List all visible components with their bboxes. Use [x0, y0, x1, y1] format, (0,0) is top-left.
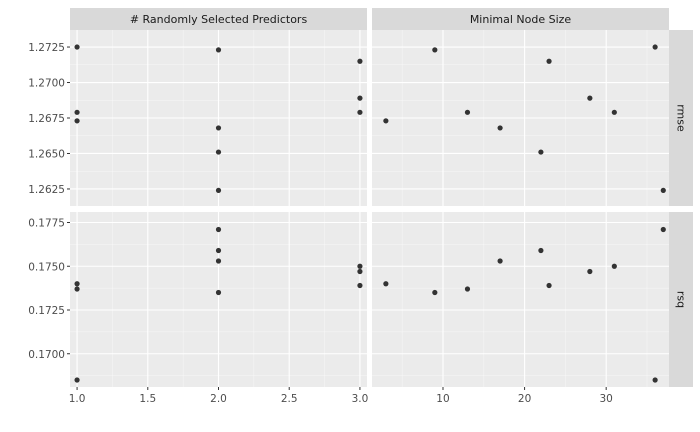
data-point: [215, 47, 222, 53]
data-point: [215, 258, 222, 264]
x-tick-label: 2.0: [210, 393, 227, 405]
data-point: [74, 118, 80, 124]
data-point: [538, 149, 544, 155]
data-point: [215, 125, 222, 131]
x-tick-label: 1.0: [69, 393, 86, 405]
data-point: [74, 281, 80, 287]
data-point: [357, 95, 363, 101]
x-tick-label: 20: [518, 393, 531, 405]
data-point: [357, 282, 363, 289]
data-point: [546, 58, 552, 64]
y-tick-label: 1.2700: [28, 78, 65, 90]
facet-strip-right: [669, 212, 693, 387]
data-point: [215, 289, 222, 296]
data-point: [652, 377, 658, 383]
data-point: [652, 44, 658, 50]
y-tick-label: 0.1725: [28, 305, 65, 317]
y-tick-label: 0.1775: [28, 218, 65, 230]
y-tick-label: 1.2675: [28, 113, 65, 125]
data-point: [587, 95, 593, 101]
facet-strip-right: [669, 30, 693, 206]
data-point: [357, 263, 363, 269]
y-tick-label: 1.2650: [28, 148, 65, 160]
data-point: [432, 47, 438, 53]
data-point: [464, 109, 471, 115]
data-point: [538, 247, 544, 254]
data-point: [383, 281, 389, 287]
data-point: [357, 268, 363, 275]
data-point: [215, 247, 222, 254]
facet-strip-label: # Randomly Selected Predictors: [130, 13, 308, 26]
data-point: [546, 282, 552, 289]
data-point: [587, 268, 593, 275]
y-tick-label: 0.1700: [28, 349, 65, 361]
data-point: [464, 286, 471, 292]
facet-strip-label: Minimal Node Size: [470, 13, 572, 26]
data-point: [432, 289, 438, 296]
data-point: [611, 109, 617, 115]
data-point: [660, 226, 666, 233]
data-point: [357, 58, 363, 64]
data-point: [74, 44, 80, 50]
data-point: [497, 258, 503, 264]
data-point: [357, 109, 363, 115]
data-point: [74, 286, 80, 292]
panel-background: [372, 212, 669, 387]
data-point: [383, 118, 389, 124]
facet-strip-top: [372, 8, 669, 30]
x-tick-label: 2.5: [281, 393, 298, 405]
y-tick-label: 1.2725: [28, 42, 65, 54]
data-point: [74, 377, 80, 383]
data-point: [660, 187, 666, 193]
x-tick-label: 1.5: [139, 393, 156, 405]
data-point: [215, 149, 222, 155]
data-point: [611, 263, 617, 269]
x-tick-label: 3.0: [352, 393, 369, 405]
facet-strip-label: rsq: [675, 291, 688, 308]
data-point: [74, 109, 80, 115]
data-point: [497, 125, 503, 131]
y-tick-label: 1.2625: [28, 184, 65, 196]
facet-strip-label: rmse: [675, 104, 688, 132]
facet-strip-top: [70, 8, 367, 30]
y-tick-label: 0.1750: [28, 261, 65, 273]
data-point: [215, 187, 222, 193]
x-tick-label: 10: [436, 393, 449, 405]
x-tick-label: 30: [599, 393, 612, 405]
data-point: [215, 226, 222, 233]
